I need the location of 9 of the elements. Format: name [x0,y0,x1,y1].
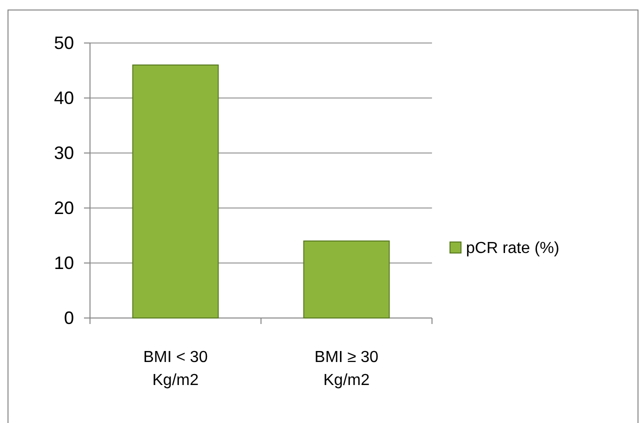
y-tick-label: 10 [54,252,74,273]
y-tick-label: 20 [54,198,74,218]
y-tick-label: 40 [54,88,74,108]
x-tick-label: BMI ≥ 30 Kg/m2 [314,349,379,390]
y-tick-label: 0 [64,308,74,328]
y-tick-label: 50 [54,32,74,53]
y-tick-label: 30 [54,142,74,163]
legend-label: pCR rate (%) [466,240,560,257]
x-tick-label: BMI < 30 Kg/m2 [143,349,208,390]
